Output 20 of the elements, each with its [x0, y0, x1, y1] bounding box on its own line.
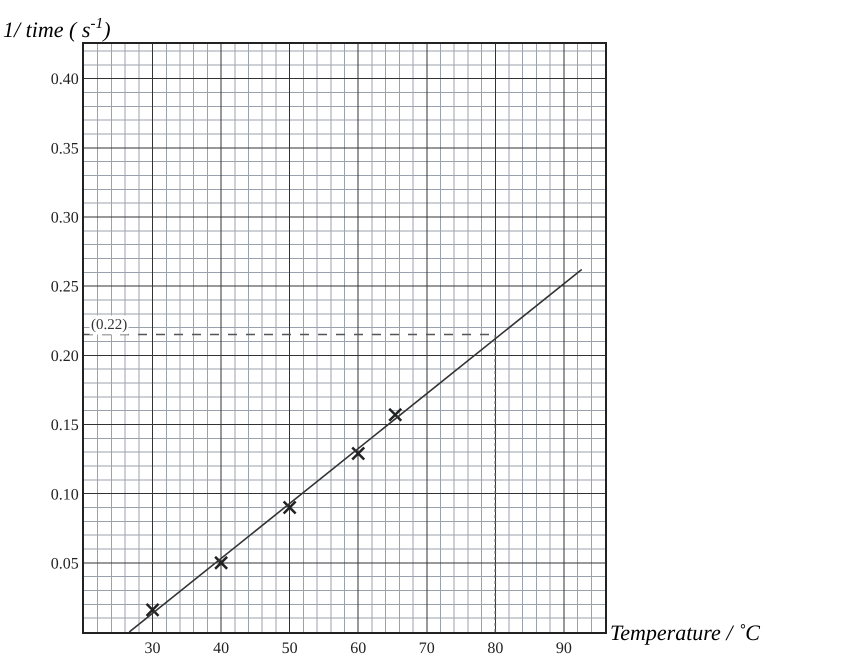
y-tick-label: 0.35 — [50, 140, 79, 158]
y-tick-label: 0.25 — [50, 278, 79, 296]
x-tick-label: 80 — [487, 640, 504, 658]
x-tick-label: 40 — [213, 640, 230, 658]
x-tick-label: 60 — [350, 640, 366, 658]
point — [388, 408, 402, 422]
y-axis-title: 1/ time ( s$^{-1}$) — [3, 15, 111, 42]
y-tick-label: 0.15 — [50, 417, 79, 434]
y-tick-label: 0.40 — [50, 71, 79, 88]
x-tick-label: 90 — [556, 640, 572, 658]
y-tick-label: 0.05 — [50, 555, 79, 572]
x-tick-label: 30 — [144, 640, 161, 658]
x-axis-title: Temperature / ˚C — [610, 620, 760, 645]
y-tick-label: 0.30 — [50, 210, 79, 227]
x-tick-label: 50 — [282, 640, 298, 658]
point — [145, 602, 160, 618]
y-tick-label: 0.10 — [50, 486, 79, 504]
x-tick-label: 70 — [418, 640, 435, 658]
ref-line-label: (0.22) — [91, 317, 128, 333]
y-tick-label: 0.20 — [50, 348, 79, 365]
